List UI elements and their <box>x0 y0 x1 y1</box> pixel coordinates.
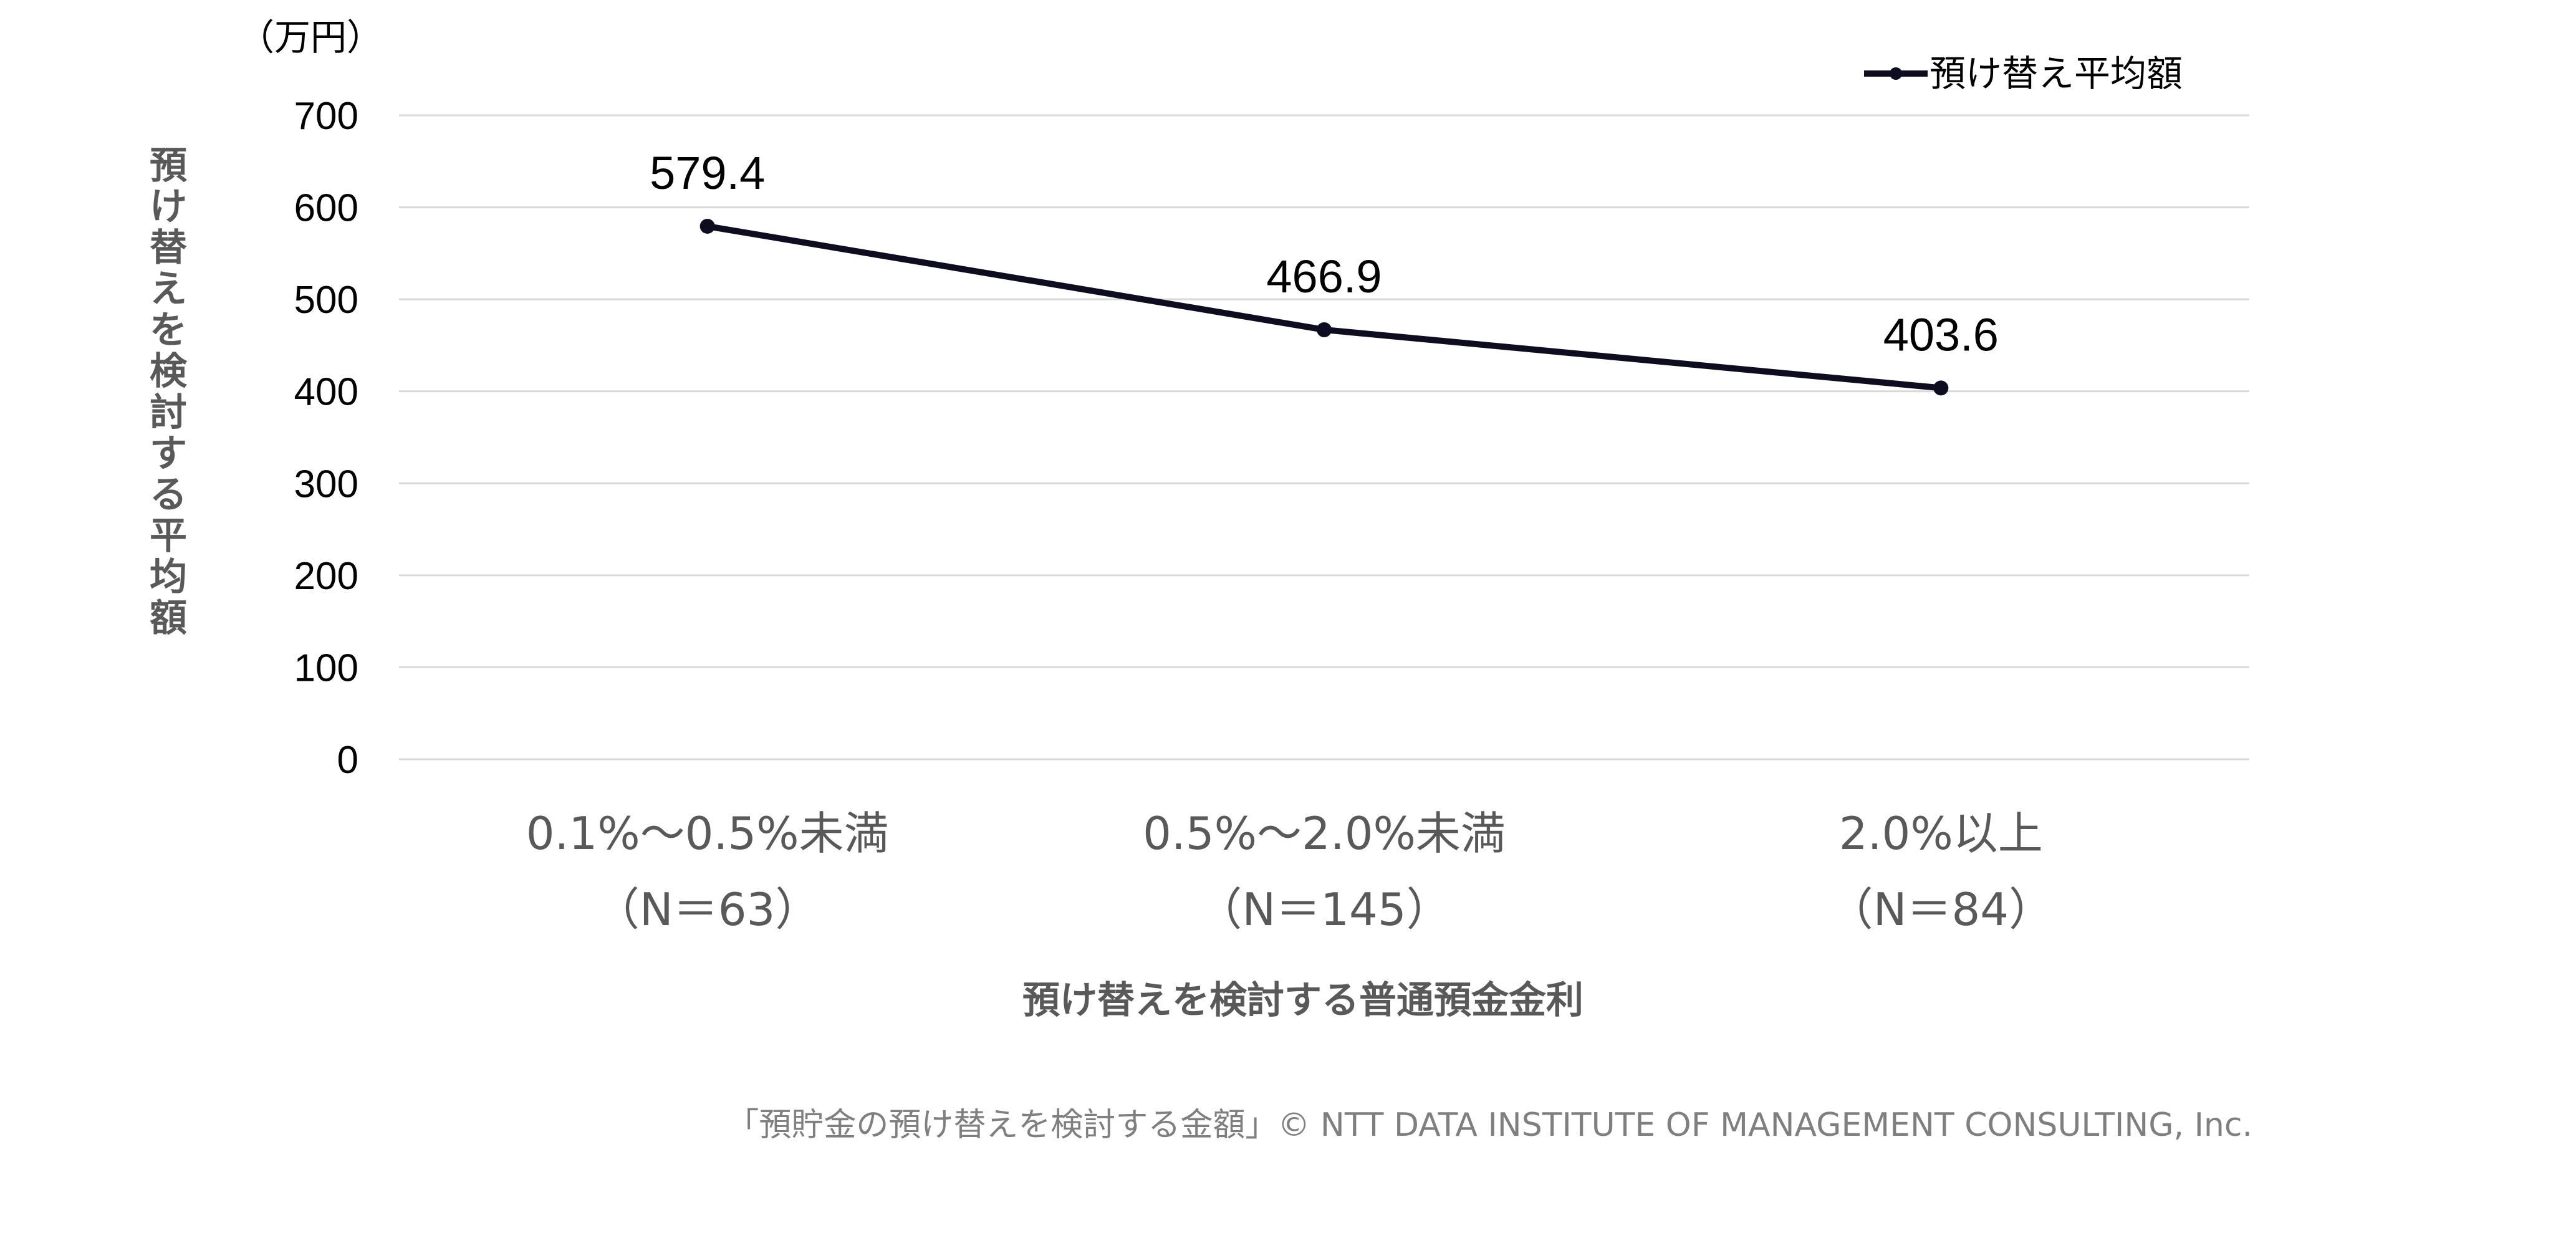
data-label: 579.4 <box>650 147 765 199</box>
y-axis-title: 預け替えを検討する平均額 <box>150 144 188 640</box>
x-category-sample-size: （N＝63） <box>595 883 820 936</box>
y-tick-label: 700 <box>294 95 358 138</box>
x-axis-title: 預け替えを検討する普通預金金利 <box>1022 979 1584 1022</box>
data-point <box>1933 380 1949 396</box>
y-tick-label: 0 <box>337 739 358 782</box>
series-layer <box>699 218 1949 396</box>
legend: 預け替え平均額 <box>1864 52 2183 95</box>
x-category-label: 2.0%以上 <box>1839 807 2043 860</box>
gridlines <box>399 114 2249 761</box>
y-unit-label: （万円） <box>238 16 383 59</box>
y-axis-ticks: 0 100 200 300 400 500 600 700 <box>294 95 358 782</box>
legend-point-marker <box>1890 67 1902 80</box>
data-label: 466.9 <box>1266 251 1382 302</box>
copyright-footer: 「預貯金の預け替えを検討する金額」© NTT DATA INSTITUTE OF… <box>726 1106 2252 1144</box>
x-category-sample-size: （N＝84） <box>1829 883 2054 936</box>
y-tick-label: 400 <box>294 371 358 414</box>
y-tick-label: 100 <box>294 646 358 689</box>
y-tick-label: 600 <box>294 187 358 230</box>
legend-label: 預け替え平均額 <box>1930 52 2183 95</box>
data-label: 403.6 <box>1883 309 1999 360</box>
data-point <box>699 218 715 234</box>
x-axis-category-labels: 0.1%～0.5%未満 （N＝63） 0.5%～2.0%未満 （N＝145） 2.0%以… <box>526 807 2054 936</box>
y-tick-label: 300 <box>294 463 358 506</box>
x-category-label: 0.5%～2.0%未満 <box>1143 807 1506 860</box>
x-category-sample-size: （N＝145） <box>1197 883 1451 936</box>
y-tick-label: 500 <box>294 279 358 322</box>
x-category-label: 0.1%～0.5%未満 <box>526 807 889 860</box>
data-labels: 579.4 466.9 403.6 <box>650 147 1999 360</box>
data-point <box>1317 322 1332 337</box>
y-tick-label: 200 <box>294 555 358 598</box>
